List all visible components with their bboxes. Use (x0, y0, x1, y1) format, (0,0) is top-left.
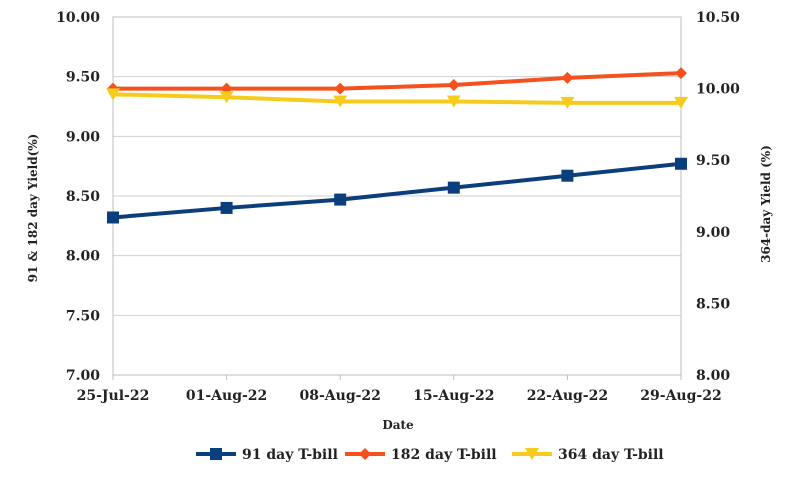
right-tick-label: 8.50 (696, 296, 730, 312)
data-point (446, 95, 461, 108)
legend-label: 364 day T-bill (558, 447, 664, 463)
x-tick-label: 29-Aug-22 (640, 388, 721, 404)
x-tick-label: 22-Aug-22 (527, 388, 608, 404)
right-tick-label: 10.00 (696, 82, 740, 98)
left-tick-label: 9.00 (66, 129, 100, 145)
data-point (561, 169, 574, 182)
data-point (219, 91, 234, 104)
x-axis-ticks: 25-Jul-22 01-Aug-22 08-Aug-22 15-Aug-22 22-A… (77, 375, 722, 404)
series-line (112, 92, 681, 105)
legend-marker (359, 448, 371, 460)
right-tick-label: 10.50 (696, 10, 740, 26)
left-tick-label: 7.50 (66, 308, 100, 324)
left-tick-label: 10.00 (56, 10, 100, 26)
series-layer (106, 67, 688, 224)
legend-item: 364 day T-bill (512, 447, 664, 463)
x-tick-label: 08-Aug-22 (299, 388, 380, 404)
left-tick-label: 8.00 (66, 249, 100, 265)
x-tick-label: 25-Jul-22 (77, 388, 150, 404)
x-tick-label: 01-Aug-22 (186, 388, 267, 404)
data-point (107, 211, 119, 224)
left-axis-ticks: 7.00 7.50 8.00 8.50 9.00 9.50 10.00 (56, 10, 100, 384)
data-point (333, 95, 348, 108)
series-364-day-t-bill (106, 88, 688, 109)
left-tick-label: 7.00 (66, 368, 100, 384)
series-182-day-t-bill (107, 67, 687, 95)
right-tick-label: 8.00 (696, 368, 730, 384)
legend-marker (210, 448, 222, 460)
series-line (112, 161, 682, 220)
x-axis-title: Date (382, 418, 414, 432)
data-point (674, 96, 688, 109)
data-point (334, 193, 347, 206)
data-point (675, 67, 687, 80)
legend-item: 91 day T-bill (196, 447, 338, 463)
legend-marker (525, 448, 539, 460)
left-tick-label: 9.50 (66, 70, 100, 86)
legend-item: 182 day T-bill (345, 447, 497, 463)
data-point (675, 157, 687, 170)
right-tick-label: 9.00 (696, 225, 730, 241)
series-91-day-t-bill (107, 157, 687, 224)
series-line (113, 71, 682, 91)
right-tick-label: 9.50 (696, 153, 730, 169)
x-tick-label: 15-Aug-22 (413, 388, 494, 404)
data-point (220, 201, 233, 214)
legend-label: 91 day T-bill (242, 447, 338, 463)
plot-area-border (112, 16, 682, 376)
right-axis-title: 364-day Yield (%) (759, 145, 773, 263)
legend-label: 182 day T-bill (391, 447, 497, 463)
left-tick-label: 8.50 (66, 189, 100, 205)
data-point (334, 82, 347, 95)
data-point (561, 71, 574, 84)
left-axis-title: 91 & 182 day Yield(%) (26, 134, 40, 283)
data-point (447, 79, 460, 92)
legend: 91 day T-bill 182 day T-bill 364 day T-bil… (196, 447, 664, 463)
data-point (447, 181, 460, 194)
data-point (106, 88, 120, 101)
data-point (560, 96, 575, 109)
gridlines (113, 16, 681, 376)
right-axis-ticks: 8.00 8.50 9.00 9.50 10.00 10.50 (696, 10, 740, 384)
